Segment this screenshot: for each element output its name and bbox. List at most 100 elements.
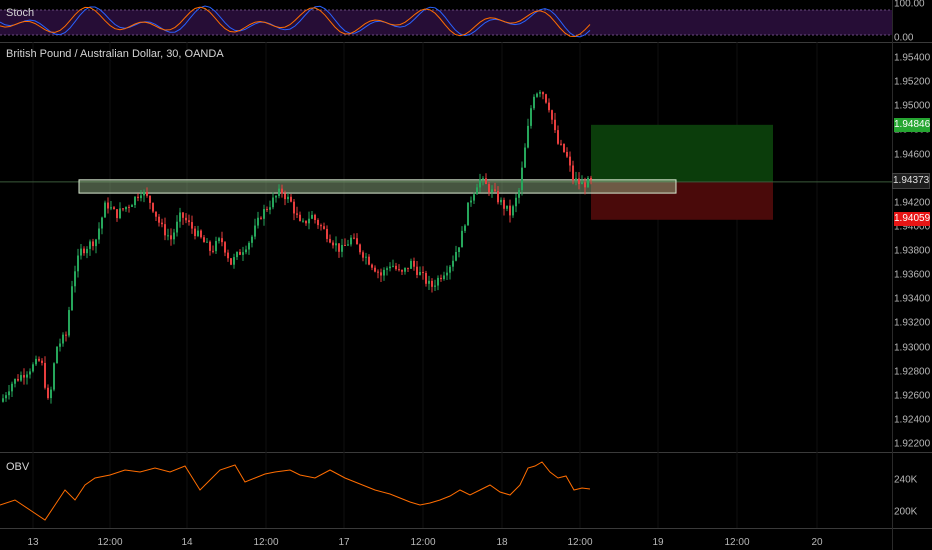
candle-up: [197, 230, 199, 237]
candle-down: [305, 220, 307, 224]
price-tick: 1.93200: [894, 317, 931, 329]
candle-up: [521, 167, 523, 191]
candle-down: [122, 208, 124, 210]
stoch-band: [0, 10, 892, 35]
candle-down: [149, 195, 151, 203]
candle-up: [173, 232, 175, 240]
candle-down: [413, 260, 415, 267]
price-tick: 1.95000: [894, 100, 931, 112]
candle-up: [32, 364, 34, 372]
obv-line: [0, 461, 591, 521]
price-tick: 1.93400: [894, 293, 931, 305]
symbol-title: British Pound / Australian Dollar, 30, O…: [6, 48, 224, 60]
candle-down: [548, 102, 550, 111]
candle-down: [203, 237, 205, 243]
price-tick: 1.93800: [894, 245, 931, 257]
price-tick: 1.94600: [894, 149, 931, 160]
candle-down: [374, 267, 376, 272]
candle-down: [431, 280, 433, 287]
candle-down: [326, 228, 328, 239]
candle-down: [200, 230, 202, 238]
candle-up: [167, 235, 169, 237]
candle-down: [401, 270, 403, 272]
candle-up: [233, 257, 235, 265]
stoch-pane-separator[interactable]: [0, 42, 932, 43]
candle-up: [89, 241, 91, 249]
candle-down: [353, 237, 355, 239]
time-tick: 14: [181, 537, 193, 548]
candle-down: [560, 143, 562, 145]
candle-down: [362, 252, 364, 258]
candle-up: [473, 194, 475, 201]
candle-down: [284, 193, 286, 200]
price-chart[interactable]: [0, 0, 892, 550]
candle-down: [209, 241, 211, 251]
candle-up: [14, 378, 16, 384]
candle-up: [80, 248, 82, 256]
candle-up: [5, 395, 7, 399]
candle-up: [62, 334, 64, 344]
sr-zone: [78, 179, 677, 194]
candle-up: [443, 275, 445, 280]
price-tick: 1.93600: [894, 269, 931, 281]
candle-down: [92, 241, 94, 247]
candle-down: [266, 209, 268, 211]
price-tick: 1.94200: [894, 197, 931, 209]
candle-down: [212, 250, 214, 252]
candle-down: [161, 222, 163, 225]
candle-down: [440, 277, 442, 280]
candle-up: [527, 125, 529, 148]
candle-down: [146, 192, 148, 196]
candle-down: [380, 272, 382, 276]
candle-down: [554, 119, 556, 131]
candle-up: [308, 218, 310, 224]
candle-up: [428, 280, 430, 284]
candle-up: [257, 217, 259, 226]
candle-down: [83, 248, 85, 254]
candle-up: [11, 383, 13, 392]
candle-down: [572, 165, 574, 181]
candle-down: [485, 178, 487, 185]
candle-down: [551, 110, 553, 120]
candle-up: [506, 205, 508, 209]
candle-down: [416, 266, 418, 275]
candle-up: [515, 197, 517, 207]
candle-up: [140, 195, 142, 199]
candle-up: [2, 398, 4, 402]
candle-up: [479, 179, 481, 188]
candle-down: [368, 256, 370, 265]
candle-up: [524, 147, 526, 168]
candle-down: [338, 243, 340, 252]
obv-pane-separator[interactable]: [0, 452, 932, 453]
price-tick: 1.92200: [894, 438, 931, 450]
candle-down: [425, 273, 427, 284]
candle-down: [422, 271, 424, 274]
candle-down: [41, 360, 43, 363]
candle-up: [35, 358, 37, 365]
candle-down: [398, 269, 400, 271]
candle-down: [182, 212, 184, 218]
candle-up: [500, 199, 502, 203]
candle-down: [128, 206, 130, 208]
candle-up: [392, 265, 394, 267]
candle-down: [293, 201, 295, 214]
candle-down: [509, 205, 511, 216]
candle-up: [110, 207, 112, 209]
time-tick: 19: [652, 537, 664, 548]
time-tick: 18: [496, 537, 508, 548]
current-price-tag: 1.94373: [892, 173, 930, 189]
candle-up: [386, 268, 388, 270]
candle-up: [533, 96, 535, 109]
candle-down: [344, 245, 346, 247]
candle-up: [119, 208, 121, 219]
candle-down: [158, 216, 160, 223]
candle-down: [185, 217, 187, 221]
candle-down: [221, 238, 223, 243]
candle-up: [512, 206, 514, 216]
price-tick: 1.93000: [894, 342, 931, 353]
candle-up: [269, 207, 271, 210]
candle-up: [410, 260, 412, 269]
candle-down: [569, 156, 571, 166]
candle-down: [194, 228, 196, 237]
price-tick: 1.94000: [894, 221, 931, 233]
